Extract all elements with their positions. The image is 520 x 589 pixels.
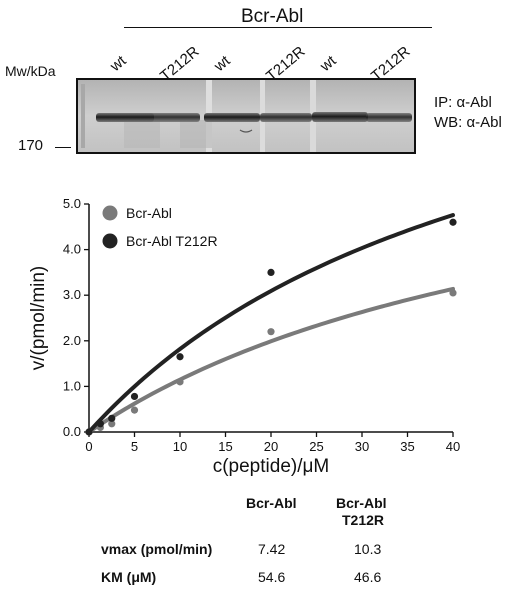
- x-tick-label: 20: [264, 439, 278, 454]
- blot-title: Bcr-Abl: [241, 6, 304, 27]
- data-point-series-1: [130, 392, 139, 401]
- x-tick-label: 0: [85, 439, 92, 454]
- vmax-row-label: vmax (pmol/min): [101, 541, 213, 557]
- y-ticks: 0.0 1.0 2.0 3.0 4.0 5.0: [63, 196, 89, 439]
- western-blot-image: [76, 78, 416, 154]
- blot-shadow: [124, 118, 160, 148]
- km-t212r-value: 46.6: [354, 569, 382, 585]
- mw-label: Mw/kDa: [5, 63, 56, 79]
- band-lane-3: [204, 113, 260, 122]
- fit-curve-series-1: [87, 213, 455, 434]
- x-ticks: 0 5 10 15 20 25 30 35 40: [85, 432, 460, 454]
- marker-170-tick: [55, 147, 71, 148]
- ip-label: IP: α-Abl: [434, 94, 492, 111]
- y-tick-label: 4.0: [63, 242, 81, 257]
- band-lane-5: [312, 112, 368, 122]
- blot-smear: [81, 84, 85, 148]
- data-point-series-0: [267, 328, 275, 336]
- x-tick-label: 40: [446, 439, 460, 454]
- vmax-bcr-abl-value: 7.42: [258, 541, 286, 557]
- lane-label-5: wt: [317, 52, 340, 75]
- band-lane-4: [260, 113, 312, 122]
- vmax-t212r-value: 10.3: [354, 541, 382, 557]
- x-axis-label: c(peptide)/μM: [213, 456, 330, 477]
- band-lane-6: [366, 113, 412, 122]
- y-tick-label: 2.0: [63, 333, 81, 348]
- kinetics-chart: 0.0 1.0 2.0 3.0 4.0 5.0 0 5 10 15 20 25 30 35 40 Bcr-…: [28, 196, 460, 477]
- chart-legend: Bcr-Abl Bcr-Abl T212R: [102, 205, 218, 249]
- blot-artifact: [239, 129, 253, 133]
- data-point-series-1: [449, 218, 457, 226]
- x-tick-label: 35: [400, 439, 414, 454]
- data-point-series-0: [176, 378, 184, 386]
- y-axis-label: v/(pmol/min): [28, 266, 49, 371]
- table-header-bcr-abl: Bcr-Abl: [246, 495, 297, 511]
- fit-lines: [87, 213, 455, 434]
- x-tick-label: 10: [173, 439, 187, 454]
- lane-label-3: wt: [211, 52, 234, 75]
- x-tick-label: 25: [309, 439, 323, 454]
- legend-label-bcr-abl: Bcr-Abl: [126, 205, 172, 221]
- y-tick-label: 1.0: [63, 378, 81, 393]
- blot-bracket-line: [124, 27, 432, 28]
- x-tick-label: 5: [131, 439, 138, 454]
- y-tick-label: 3.0: [63, 287, 81, 302]
- band-lane-2: [148, 113, 200, 122]
- y-tick-label: 0.0: [63, 424, 81, 439]
- blot-bands: [78, 80, 414, 152]
- fit-curve-series-0: [87, 286, 455, 434]
- y-tick-label: 5.0: [63, 196, 81, 211]
- data-point-series-1: [96, 420, 104, 428]
- data-point-series-0: [108, 420, 116, 428]
- table-header-t212r-line1: Bcr-Abl: [336, 495, 387, 511]
- data-point-series-1: [176, 353, 184, 361]
- data-point-series-1: [108, 414, 116, 422]
- data-point-series-0: [449, 289, 457, 297]
- wb-label: WB: α-Abl: [434, 114, 502, 131]
- legend-label-t212r: Bcr-Abl T212R: [126, 233, 218, 249]
- km-bcr-abl-value: 54.6: [258, 569, 286, 585]
- legend-marker-bcr-abl: [102, 205, 118, 221]
- data-points: [85, 218, 457, 436]
- table-header-t212r-line2: T212R: [342, 512, 385, 528]
- band-lane-1: [96, 113, 154, 122]
- legend-marker-t212r: [102, 233, 118, 249]
- x-tick-label: 15: [218, 439, 232, 454]
- km-row-label: KM (μM): [101, 569, 157, 585]
- lane-label-1: wt: [107, 52, 130, 75]
- data-point-series-1: [267, 268, 275, 276]
- data-point-series-1: [85, 428, 93, 436]
- blot-shadow: [180, 120, 212, 148]
- x-tick-label: 30: [355, 439, 369, 454]
- marker-170-label: 170: [18, 137, 44, 154]
- data-point-series-0: [130, 406, 139, 414]
